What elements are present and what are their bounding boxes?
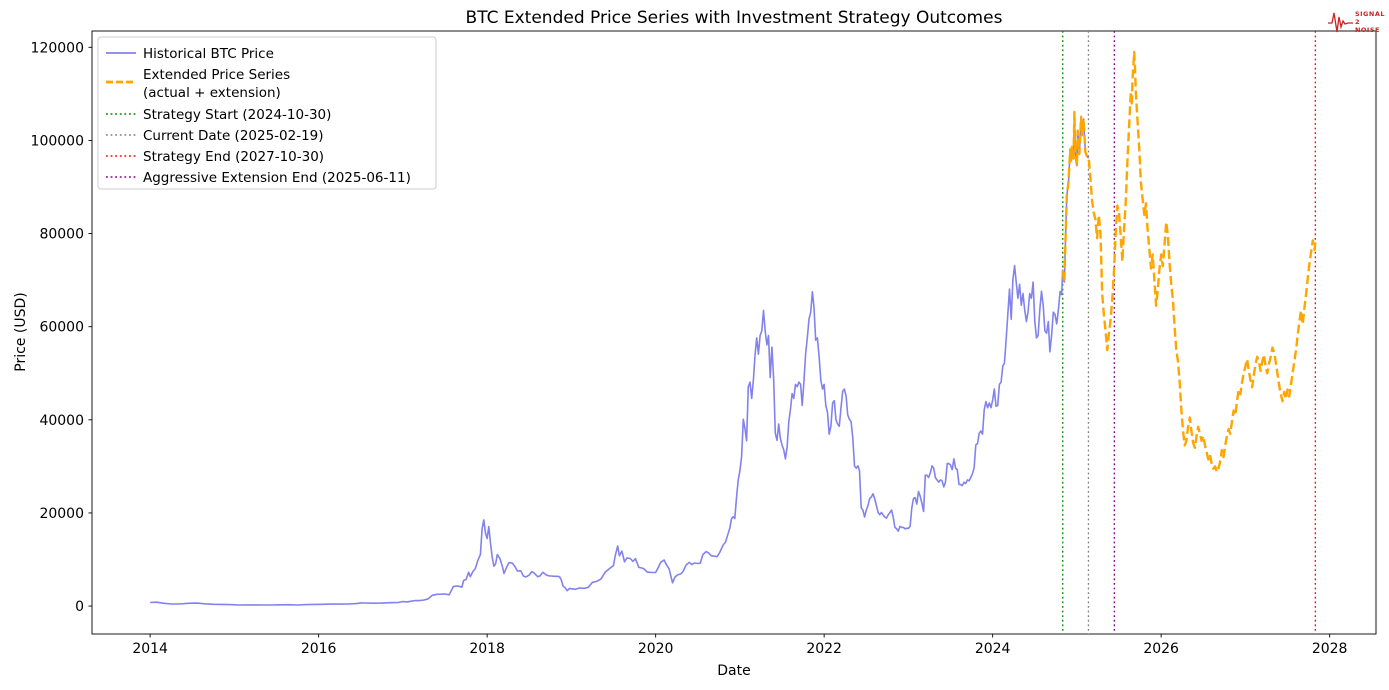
y-tick-label: 40000: [39, 413, 84, 429]
logo-line-2: 2: [1354, 17, 1360, 26]
x-tick-label: 2020: [638, 641, 674, 657]
extended-price-series-line: [1061, 50, 1317, 474]
x-tick-label: 2028: [1312, 641, 1348, 657]
legend-label: Extended Price Series: [143, 67, 290, 83]
signal2noise-logo: SIGNAL 2 NOISE: [1327, 8, 1385, 36]
y-tick-label: 120000: [31, 40, 84, 56]
chart-title: BTC Extended Price Series with Investmen…: [465, 8, 1003, 28]
y-tick-label: 20000: [39, 506, 84, 522]
y-tick-label: 0: [75, 599, 84, 615]
legend-label: Strategy End (2027-10-30): [143, 149, 324, 165]
x-tick-label: 2024: [975, 641, 1011, 657]
x-tick-label: 2022: [806, 641, 842, 657]
x-axis-label: Date: [717, 663, 751, 679]
logo-line-3: NOISE: [1354, 26, 1380, 35]
y-axis-label: Price (USD): [13, 292, 29, 372]
x-tick-label: 2016: [301, 641, 337, 657]
legend-box: [97, 36, 437, 190]
x-tick-label: 2018: [469, 641, 505, 657]
legend-label: Aggressive Extension End (2025-06-11): [143, 170, 411, 186]
legend-label: Strategy Start (2024-10-30): [143, 107, 331, 123]
y-axis: 0 20000 40000 60000 80000 100000 120000: [31, 40, 92, 615]
legend-label: Current Date (2025-02-19): [143, 128, 324, 144]
waveform-icon: [1327, 12, 1353, 33]
historical-btc-price-line: [150, 111, 1090, 606]
logo-line-1: SIGNAL: [1354, 9, 1385, 18]
y-tick-label: 100000: [31, 133, 84, 149]
x-tick-label: 2014: [132, 641, 168, 657]
x-axis: 2014 2016 2018 2020 2022 2024 2026 2028: [132, 634, 1347, 657]
legend: Historical BTC Price Extended Price Serie…: [97, 36, 437, 190]
y-tick-label: 80000: [39, 227, 84, 243]
plot-border: [91, 30, 1377, 635]
logo-text: SIGNAL 2 NOISE: [1355, 10, 1385, 34]
legend-label: (actual + extension): [143, 85, 281, 101]
y-tick-label: 60000: [39, 320, 84, 336]
x-tick-label: 2026: [1143, 641, 1179, 657]
legend-label: Historical BTC Price: [143, 46, 274, 62]
